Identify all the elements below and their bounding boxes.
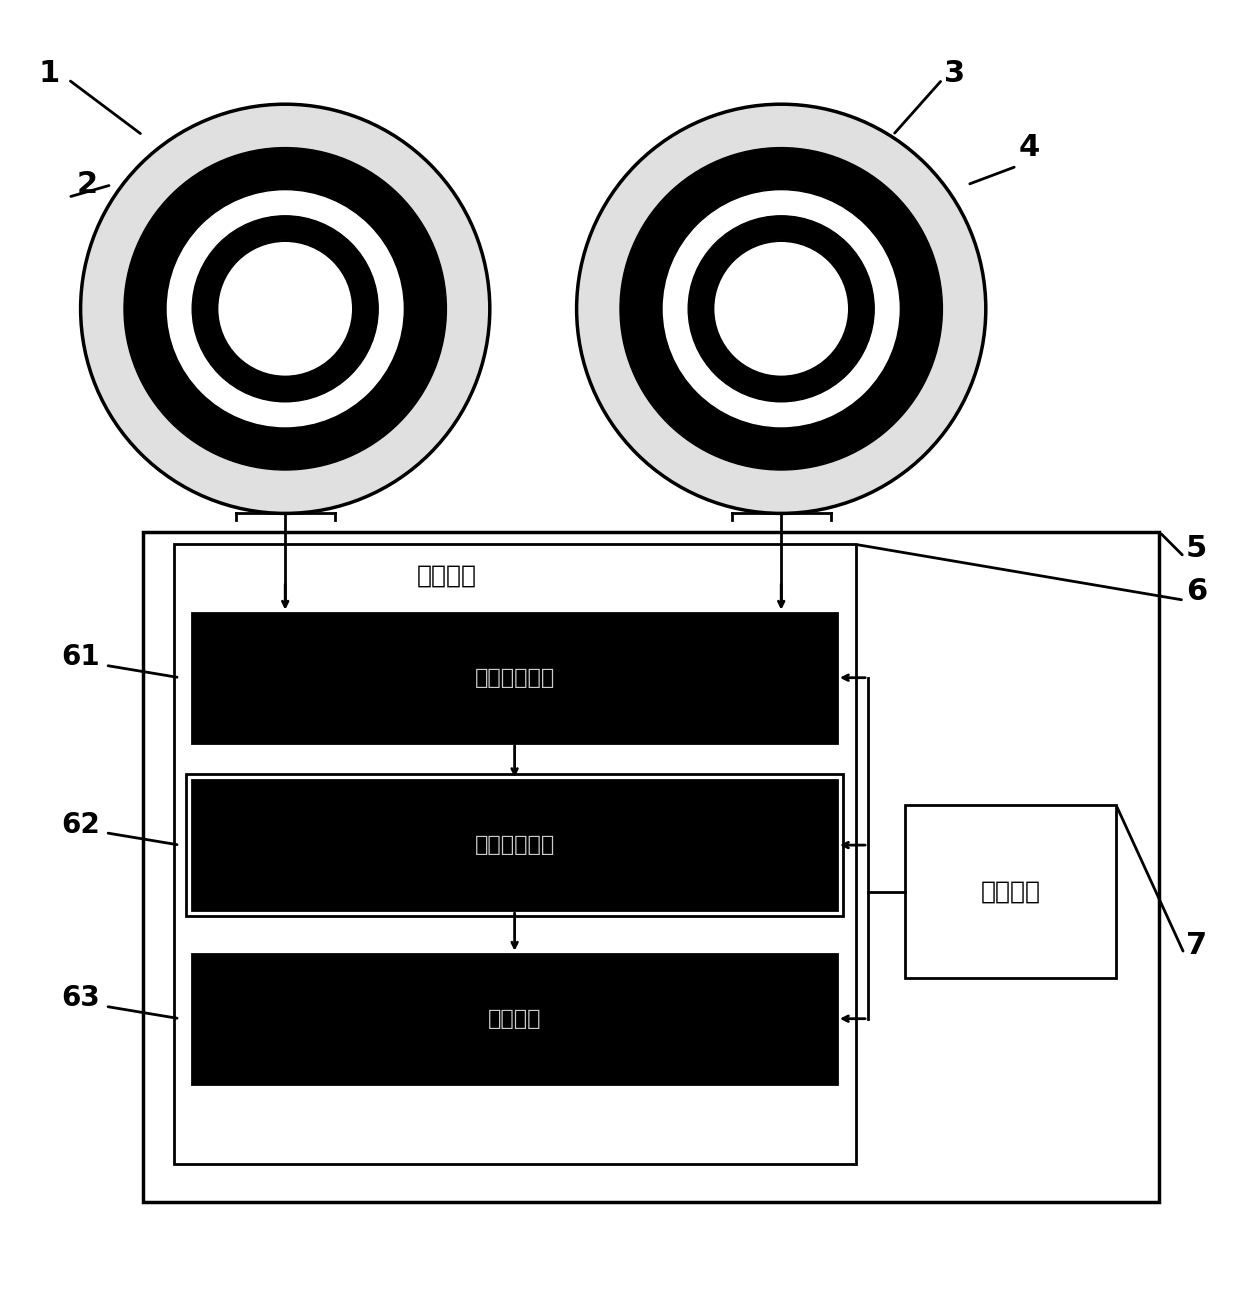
Circle shape (577, 104, 986, 513)
Circle shape (663, 192, 899, 426)
Text: 7: 7 (1185, 930, 1208, 959)
Text: 61: 61 (61, 643, 100, 672)
Text: 数据采集模块: 数据采集模块 (475, 668, 554, 687)
Text: 通信模块: 通信模块 (487, 1009, 542, 1029)
Circle shape (217, 240, 353, 377)
Bar (143, 531, 1159, 1202)
Text: 2: 2 (76, 171, 98, 199)
Circle shape (81, 104, 490, 513)
Text: 6: 6 (1185, 577, 1208, 606)
Circle shape (620, 147, 942, 470)
Text: 数据处理模块: 数据处理模块 (475, 836, 554, 855)
Circle shape (688, 215, 874, 401)
Text: 3: 3 (944, 59, 966, 88)
Bar (192, 954, 837, 1084)
Text: 远端模块: 远端模块 (417, 563, 476, 588)
Text: 直流电源: 直流电源 (981, 879, 1040, 904)
Text: 5: 5 (1185, 534, 1208, 563)
Bar (192, 613, 837, 743)
Text: 4: 4 (1018, 133, 1040, 163)
Circle shape (124, 147, 446, 470)
Circle shape (192, 215, 378, 401)
Circle shape (167, 192, 403, 426)
Bar (905, 804, 1116, 979)
Circle shape (713, 240, 849, 377)
Bar (174, 544, 856, 1165)
Text: 1: 1 (38, 59, 61, 88)
Text: 63: 63 (61, 984, 100, 1013)
Text: 62: 62 (61, 811, 100, 838)
Bar (186, 774, 843, 916)
Bar (192, 781, 837, 911)
